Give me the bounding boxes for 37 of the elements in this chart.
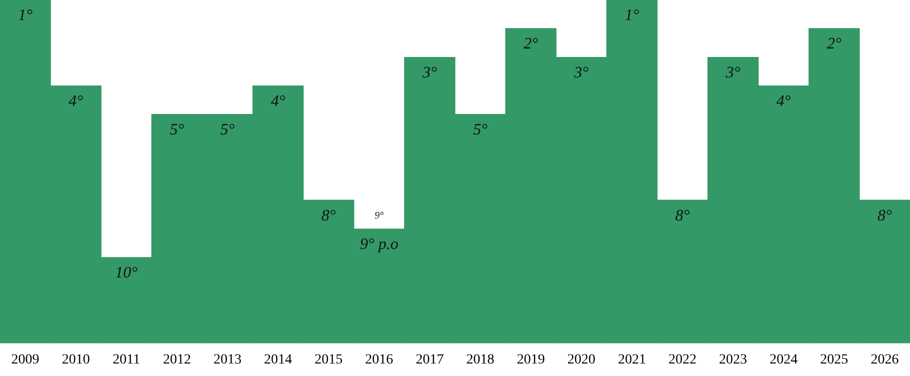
- x-tick-label: 2018: [466, 352, 494, 368]
- x-tick-label: 2023: [719, 352, 748, 368]
- x-tick-label: 2022: [668, 352, 696, 368]
- x-tick-label: 2015: [314, 352, 343, 368]
- annotation: 3°: [724, 64, 741, 82]
- x-tick-label: 2009: [11, 352, 40, 368]
- annotation: 9° p.o: [360, 236, 398, 254]
- annotation: 8°: [321, 207, 336, 224]
- annotation: 10°: [115, 264, 138, 282]
- x-tick-label: 2013: [214, 352, 242, 368]
- annotation: 1°: [624, 7, 640, 24]
- x-tick-label: 2020: [567, 352, 596, 368]
- annotation: 5°: [220, 121, 236, 138]
- annotation: 2°: [826, 36, 842, 53]
- annotation: 4°: [776, 93, 792, 110]
- x-tick-label: 2016: [365, 352, 394, 368]
- x-tick-label: 2025: [820, 352, 848, 368]
- x-tick-label: 2011: [112, 352, 140, 368]
- annotation: 4°: [270, 93, 286, 110]
- x-tick-label: 2017: [416, 352, 444, 368]
- x-tick-label: 2024: [770, 352, 798, 368]
- x-tick-label: 2012: [162, 352, 191, 368]
- annotation: 3°: [422, 64, 438, 82]
- annotation: 3°: [573, 64, 590, 82]
- x-tick-label: 2021: [618, 352, 646, 368]
- x-tick-label: 2019: [516, 352, 545, 368]
- annotation: 9°: [374, 210, 384, 222]
- annotation: 2°: [524, 36, 539, 53]
- annotation: 4°: [68, 93, 84, 110]
- annotation: 5°: [473, 121, 488, 138]
- x-tick-label: 2026: [870, 352, 899, 368]
- x-tick-label: 2010: [62, 352, 90, 368]
- annotation: 8°: [675, 207, 690, 224]
- annotation: 8°: [878, 207, 893, 224]
- x-tick-label: 2014: [264, 352, 292, 368]
- annotation: 5°: [170, 121, 185, 138]
- annotation: 1°: [18, 7, 34, 24]
